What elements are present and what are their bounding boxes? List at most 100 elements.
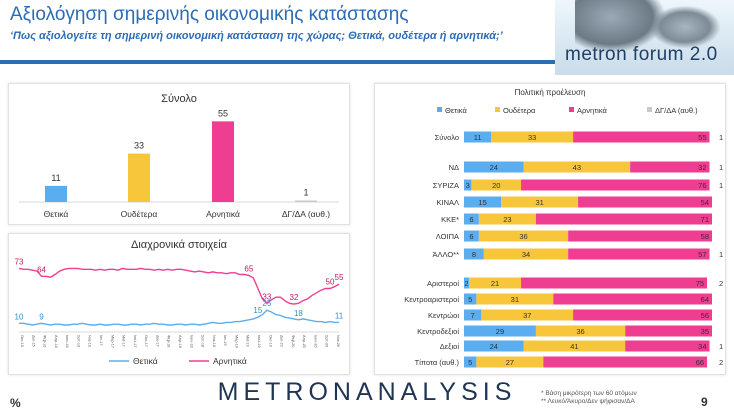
party-bar-segment [501,196,579,208]
party-segment-value-label: 31 [511,295,519,304]
trend-x-tick-label: Οκτ-19 [268,335,272,347]
party-legend-label: Θετικά [445,106,467,115]
party-bar-segment [464,161,524,173]
trend-x-tick-label: Νοε-16 [88,335,92,347]
party-segment-value-label: 66 [696,358,704,367]
trend-point-label: 11 [335,311,344,320]
party-bar-segment [523,161,631,173]
party-segment-value-label: 29 [496,327,504,336]
legend-label-negative: Αρνητικά [213,356,247,366]
party-segment-value-label: 7 [471,311,475,320]
logo-photo-right [650,6,720,48]
trend-x-tick-label: Ιουν-16 [65,335,69,348]
total-bar-value-label: 33 [134,141,144,151]
party-row-label: ΣΥΡΙΖΑ [433,181,459,190]
party-bar-segment [464,179,472,191]
party-bar-segment [573,131,710,143]
trend-x-tick-label: Νοε-18 [212,335,216,347]
party-dk-value-label: 1 [719,163,723,172]
party-bar-segment [464,248,484,260]
party-bar-segment [521,277,708,289]
party-bar-segment [464,325,536,337]
trend-point-label: 64 [37,265,46,274]
total-chart-panel: Σύνολο 11 Θετικά 33 Ουδέτερα 55 Αρνητικά 1 ΔΓ/ΔΑ… [8,83,350,225]
logo-text: metron forum 2.0 [565,44,718,65]
party-segment-value-label: 31 [535,198,543,207]
party-segment-value-label: 27 [506,358,514,367]
party-legend-swatch [647,107,652,112]
trend-x-tick-label: Ιουλ-19 [257,335,261,348]
footnote-1: * Βάση μικρότερη των 60 ατόμων [541,390,637,397]
trend-x-tick-label: Ιουλ-17 [133,335,137,348]
party-segment-value-label: 33 [528,133,536,142]
party-dk-value-label: 1 [719,250,723,259]
party-legend-swatch [437,107,442,112]
party-bar-segment [471,179,522,191]
party-segment-value-label: 64 [701,295,709,304]
trend-x-tick-label: Σεπ-20 [325,335,329,347]
party-segment-value-label: 55 [698,133,706,142]
party-bar-segment [464,277,469,289]
trend-x-tick-label: Δεκ-19 [280,335,284,347]
trend-series-line [19,309,339,326]
party-dk-value-label: 2 [719,279,723,288]
party-bar-segment [535,325,626,337]
party-bar-segment [464,196,502,208]
trend-line-chart: Διαχρονικά στοιχεία 73 64 65 33 32 50 55 10 9 1525… [15,239,344,366]
party-segment-value-label: 5 [468,295,472,304]
party-bar-segment [464,131,492,143]
party-chart-title: Πολιτική προέλευση [515,88,586,97]
trend-x-tick-label: Μαϊ-19 [246,335,250,347]
forum-logo: metron forum 2.0 [555,0,734,75]
trend-point-label: 50 [326,277,335,286]
party-row-label: ΆΛΛΟ** [432,250,459,259]
party-segment-value-label: 54 [701,198,709,207]
party-row-label: Κεντροδεξιοί [417,327,459,336]
trend-x-tick-label: Ιουν-18 [189,335,193,348]
party-legend-swatch [569,107,574,112]
party-dk-value-label: 2 [719,358,723,367]
party-bar-segment [464,340,524,352]
party-bar-segment [476,356,544,368]
trend-point-label: 10 [15,312,24,321]
party-bar-segment [630,161,710,173]
trend-x-tick-label: Απρ-20 [302,335,306,348]
footnote-2: ** Λευκό/Άκυρο/Δεν ψήφισαν/ΔΑ [541,398,635,405]
party-segment-value-label: 76 [698,181,706,190]
party-bar-segment [481,309,574,321]
trend-x-tick-label: Μαρ-17 [110,335,114,348]
party-segment-value-label: 15 [478,198,486,207]
party-segment-value-label: 34 [698,342,706,351]
party-segment-value-label: 20 [492,181,500,190]
party-segment-value-label: 41 [570,342,578,351]
party-bar-segment [573,309,712,321]
party-row-label: ΝΔ [449,163,459,172]
party-bar-segment [464,293,477,305]
total-category-label: Αρνητικά [206,209,240,219]
trend-x-tick-label: Φεβ-18 [167,335,171,347]
trend-x-tick-label: Δεκ-15 [31,335,35,347]
party-segment-value-label: 24 [490,342,498,351]
party-segment-value-label: 35 [701,327,709,336]
party-segment-value-label: 6 [469,215,473,224]
party-segment-value-label: 34 [522,250,530,259]
party-segment-value-label: 5 [468,358,472,367]
party-bar-segment [478,230,569,242]
trend-x-tick-label: Μαϊ-17 [122,335,126,347]
party-segment-value-label: 57 [698,250,706,259]
party-segment-value-label: 24 [490,163,498,172]
trend-x-tick-label: Νοε-20 [336,335,340,347]
total-bar-value-label: 1 [303,188,308,198]
trend-x-tick-label: Σεπ-18 [201,335,205,347]
total-category-label: ΔΓ/ΔΑ (αυθ.) [282,209,330,219]
party-legend-label: Ουδέτερα [503,106,536,115]
party-bar-segment [464,213,479,225]
party-legend-swatch [495,107,500,112]
trend-x-tick-label: Απρ-18 [178,335,182,348]
trend-x-tick-label: Φεβ-16 [43,335,47,347]
trend-x-tick-label: Ιουν-20 [313,335,317,348]
party-bar-segment [464,356,477,368]
party-row-label: Σύνολο [435,133,459,142]
party-bar-segment [543,356,708,368]
party-bar-segment [464,309,482,321]
